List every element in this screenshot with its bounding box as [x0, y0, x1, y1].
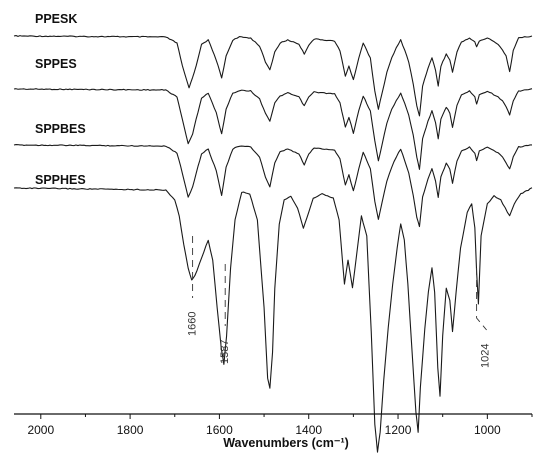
- x-tick-label: 1600: [206, 423, 233, 437]
- spectrum-line-ppesk: [13, 35, 533, 117]
- x-axis: 2000 1800 1600 1400 1200 1000 Wavenumbers (cm…: [14, 413, 533, 450]
- x-tick-label: 1400: [295, 423, 322, 437]
- peak-annotations: 1660 1587 1024: [187, 236, 492, 368]
- series-labels: PPESK SPPES SPPBES SPPHES: [35, 12, 86, 187]
- spectrum-line-spphes: [13, 187, 533, 453]
- annotation-label-1587: 1587: [219, 340, 231, 364]
- series-label-sppes: SPPES: [35, 57, 77, 71]
- annotation-label-1660: 1660: [187, 312, 199, 336]
- x-tick-label: 1000: [474, 423, 501, 437]
- x-axis-ticks: 2000 1800 1600 1400 1200 1000: [27, 414, 533, 437]
- series-label-sppbes: SPPBES: [35, 122, 86, 136]
- series-label-ppesk: PPESK: [35, 12, 77, 26]
- series-label-spphes: SPPHES: [35, 173, 86, 187]
- spectrum-line-sppes: [13, 88, 533, 170]
- spectrum-line-sppbes: [13, 144, 533, 228]
- x-tick-label: 1200: [385, 423, 412, 437]
- annotation-line-1024: [476, 268, 487, 331]
- x-tick-label: 2000: [27, 423, 54, 437]
- spectra-traces: [13, 35, 533, 453]
- annotation-label-1024: 1024: [480, 344, 492, 368]
- x-axis-title: Wavenumbers (cm⁻¹): [223, 436, 349, 450]
- x-tick-label: 1800: [117, 423, 144, 437]
